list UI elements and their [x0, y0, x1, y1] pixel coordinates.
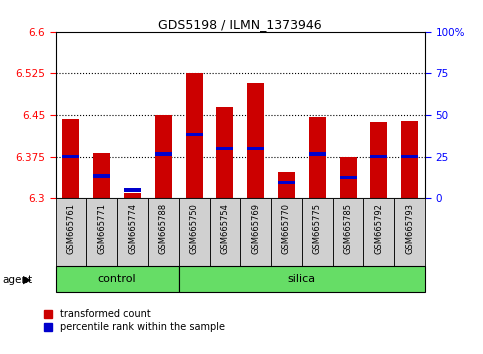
Text: GSM665785: GSM665785 — [343, 203, 353, 254]
Bar — [155, 152, 172, 155]
Bar — [370, 122, 387, 198]
Bar — [210, 198, 240, 266]
Legend: transformed count, percentile rank within the sample: transformed count, percentile rank withi… — [43, 309, 225, 332]
Bar — [302, 198, 333, 266]
Text: GSM665771: GSM665771 — [97, 203, 106, 254]
Bar — [394, 198, 425, 266]
Text: ▶: ▶ — [23, 275, 32, 285]
Bar — [93, 153, 110, 198]
Text: GSM665754: GSM665754 — [220, 203, 229, 254]
Bar — [56, 198, 86, 266]
Bar — [155, 115, 172, 198]
Title: GDS5198 / ILMN_1373946: GDS5198 / ILMN_1373946 — [158, 18, 322, 31]
Bar — [185, 74, 202, 198]
Bar — [247, 84, 264, 198]
Bar — [240, 198, 271, 266]
Bar — [86, 198, 117, 266]
Bar — [117, 198, 148, 266]
Bar — [62, 155, 79, 158]
Text: GSM665770: GSM665770 — [282, 203, 291, 254]
Bar — [179, 198, 210, 266]
Bar — [93, 175, 110, 178]
Bar — [309, 117, 326, 198]
Bar — [56, 266, 179, 292]
Text: GSM665761: GSM665761 — [67, 203, 75, 254]
Text: control: control — [98, 274, 136, 284]
Bar — [333, 198, 364, 266]
Text: agent: agent — [2, 275, 32, 285]
Bar — [179, 266, 425, 292]
Bar — [309, 152, 326, 155]
Bar — [278, 172, 295, 198]
Text: GSM665788: GSM665788 — [159, 203, 168, 254]
Bar — [124, 188, 141, 192]
Bar — [370, 155, 387, 158]
Text: GSM665750: GSM665750 — [190, 203, 199, 254]
Text: GSM665775: GSM665775 — [313, 203, 322, 254]
Text: GSM665774: GSM665774 — [128, 203, 137, 254]
Bar — [62, 119, 79, 198]
Text: GSM665769: GSM665769 — [251, 203, 260, 254]
Bar — [216, 147, 233, 150]
Bar — [216, 107, 233, 198]
Text: GSM665793: GSM665793 — [405, 203, 414, 254]
Bar — [247, 147, 264, 150]
Bar — [340, 157, 356, 198]
Bar — [124, 193, 141, 198]
Bar — [340, 176, 356, 179]
Bar — [278, 181, 295, 184]
Text: silica: silica — [288, 274, 316, 284]
Bar — [401, 155, 418, 158]
Bar — [185, 133, 202, 136]
Bar — [401, 121, 418, 198]
Bar — [364, 198, 394, 266]
Text: GSM665792: GSM665792 — [374, 203, 384, 254]
Bar — [148, 198, 179, 266]
Bar — [271, 198, 302, 266]
